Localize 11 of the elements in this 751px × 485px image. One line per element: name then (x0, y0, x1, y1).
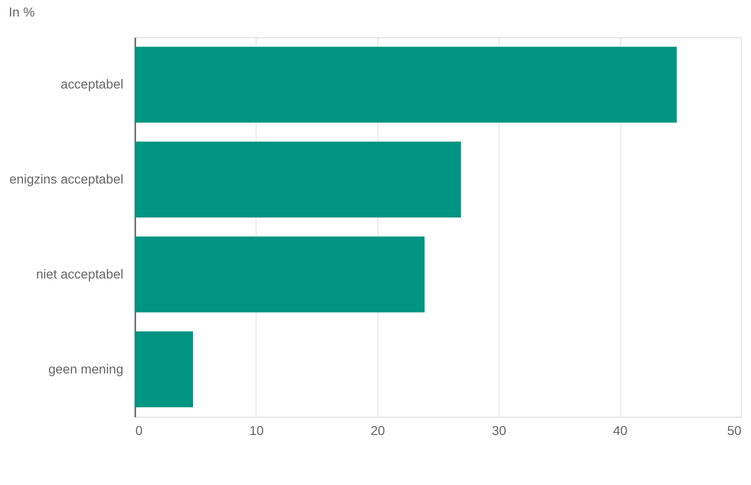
x-tick-label: 30 (492, 423, 506, 438)
y-tick-label: acceptabel (60, 76, 124, 92)
y-tick-label: niet acceptabel (36, 266, 124, 282)
text: In % (8, 4, 36, 20)
x-tick-label: 50 (727, 423, 742, 438)
x-tick-label: 40 (613, 423, 628, 438)
y-tick-label: geen mening (48, 361, 124, 376)
x-tick-label: 0 (135, 423, 143, 438)
x-tick-label: 20 (370, 423, 386, 438)
x-tick-label: 10 (249, 423, 264, 438)
y-tick-label: enigzins acceptabel (9, 172, 124, 187)
